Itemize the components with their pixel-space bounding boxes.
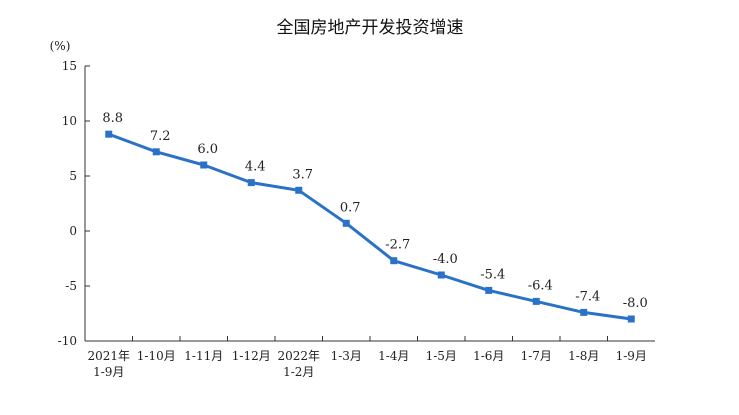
y-tick-label: -10 (58, 334, 77, 348)
x-category-label: 1-5月 (426, 349, 457, 363)
x-category-label: 1-3月 (331, 349, 362, 363)
x-category-label: 1-11月 (184, 349, 223, 363)
data-point-marker (485, 286, 493, 294)
data-label: 0.7 (340, 200, 361, 215)
data-point-marker (342, 219, 350, 227)
series-line (107, 132, 633, 321)
data-label: -2.7 (385, 238, 410, 253)
data-point-marker (105, 130, 113, 138)
x-category-label: 2022年 (277, 349, 320, 363)
x-category-label: 2021年 (87, 349, 130, 363)
y-tick-label: 10 (62, 114, 77, 128)
y-axis-ticks: 15 10 5 0 -5 -10 (58, 59, 90, 348)
x-category-label: 1-2月 (283, 365, 314, 379)
data-label: 6.0 (197, 142, 218, 157)
x-category-label: 1-12月 (232, 349, 271, 363)
chart-title: 全国房地产开发投资增速 (277, 18, 464, 38)
x-category-label: 1-7月 (521, 349, 552, 363)
y-tick-label: -5 (65, 279, 77, 293)
y-tick-label: 5 (69, 169, 77, 183)
data-point-marker (200, 161, 208, 169)
x-category-label: 1-10月 (137, 349, 176, 363)
data-label: 4.4 (245, 160, 266, 175)
x-axis-categories: 2021年 1-9月 1-10月 1-11月 1-12月 2022年 1-2月 1-3月 1-4… (87, 336, 647, 379)
y-axis-unit: (%) (50, 39, 71, 53)
y-tick-label: 15 (62, 59, 77, 73)
x-category-label: 1-9月 (93, 365, 124, 379)
data-label: 3.7 (292, 167, 313, 182)
data-point-marker (295, 186, 303, 194)
x-category-label: 1-4月 (378, 349, 409, 363)
data-label: 7.2 (150, 129, 171, 144)
data-point-marker (580, 308, 588, 316)
y-tick-label: 0 (69, 224, 77, 238)
data-label: -7.4 (575, 289, 600, 304)
data-label: 8.8 (102, 111, 123, 126)
series-layer: 8.8 7.2 6.0 4.4 3.7 0.7 -2.7 -4.0 -5.4 -6.4 -7.4 -8… (102, 111, 648, 323)
x-category-label: 1-8月 (568, 349, 599, 363)
data-point-marker (390, 257, 398, 265)
data-point-marker (247, 179, 255, 187)
x-category-label: 1-6月 (473, 349, 504, 363)
x-category-label: 1-9月 (616, 349, 647, 363)
data-label: -8.0 (623, 296, 648, 311)
data-point-marker (437, 271, 445, 279)
data-point-marker (532, 297, 540, 305)
data-point-marker (627, 315, 635, 323)
data-label: -6.4 (528, 278, 553, 293)
data-label: -4.0 (433, 252, 458, 267)
data-point-marker (152, 148, 160, 156)
data-label: -5.4 (480, 267, 505, 282)
